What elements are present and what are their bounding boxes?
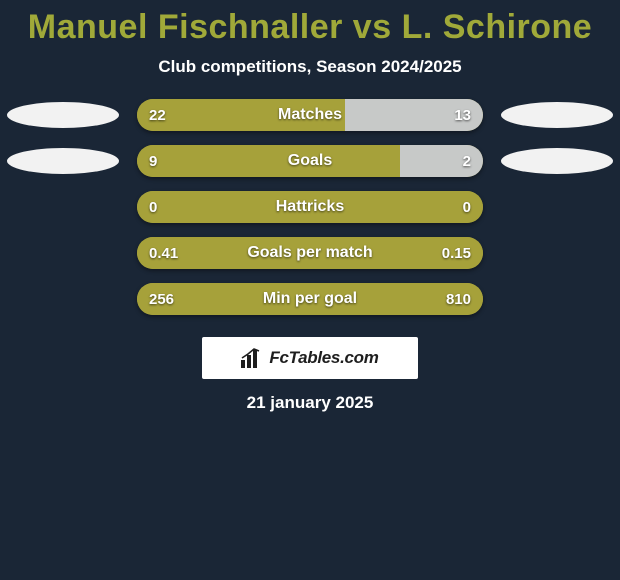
stat-bar: Goals92 <box>137 145 483 177</box>
stat-bar: Matches2213 <box>137 99 483 131</box>
left-flag-slot <box>7 147 119 175</box>
bar-right-fill <box>400 145 483 177</box>
bar-chart-icon <box>241 348 263 368</box>
comparison-infographic: Manuel Fischnaller vs L. Schirone Club c… <box>0 0 620 413</box>
right-flag-slot <box>501 285 613 313</box>
stat-row: Matches2213 <box>0 99 620 131</box>
stat-row: Goals per match0.410.15 <box>0 237 620 269</box>
left-flag-slot <box>7 239 119 267</box>
flag-right <box>501 102 613 128</box>
stat-bar: Hattricks00 <box>137 191 483 223</box>
stats-rows: Matches2213 Goals92 Hattricks00 Goals per m… <box>0 99 620 315</box>
bar-left-fill <box>137 191 483 223</box>
right-flag-slot <box>501 101 613 129</box>
left-flag-slot <box>7 285 119 313</box>
stat-bar: Min per goal256810 <box>137 283 483 315</box>
logo-box: FcTables.com <box>202 337 418 379</box>
logo-text: FcTables.com <box>269 348 378 368</box>
right-flag-slot <box>501 193 613 221</box>
bar-left-fill <box>137 237 483 269</box>
left-flag-slot <box>7 193 119 221</box>
right-flag-slot <box>501 239 613 267</box>
page-title: Manuel Fischnaller vs L. Schirone <box>0 8 620 47</box>
stat-row: Hattricks00 <box>0 191 620 223</box>
bar-left-fill <box>137 145 400 177</box>
bar-right-fill <box>345 99 483 131</box>
left-flag-slot <box>7 101 119 129</box>
stat-bar: Goals per match0.410.15 <box>137 237 483 269</box>
stat-row: Min per goal256810 <box>0 283 620 315</box>
flag-right <box>501 148 613 174</box>
bar-left-fill <box>137 99 345 131</box>
page-subtitle: Club competitions, Season 2024/2025 <box>0 57 620 77</box>
flag-left <box>7 102 119 128</box>
right-flag-slot <box>501 147 613 175</box>
bar-left-fill <box>137 283 483 315</box>
flag-left <box>7 148 119 174</box>
date-text: 21 january 2025 <box>0 393 620 413</box>
stat-row: Goals92 <box>0 145 620 177</box>
